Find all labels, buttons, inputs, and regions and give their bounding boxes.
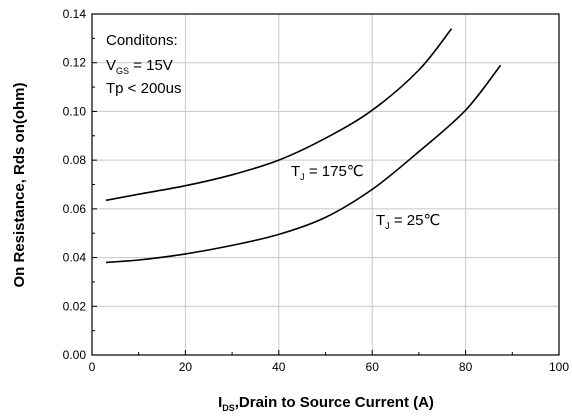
y-tick-label: 0.10 (63, 104, 87, 118)
vgs-rest: = 15V (129, 57, 173, 74)
grid-layer (92, 14, 559, 355)
series-line-1 (105, 64, 502, 264)
series-label-25: TJ = 25℃ (376, 212, 440, 231)
x-axis-title: IDS,Drain to Source Current (A) (218, 394, 434, 413)
conditions-title: Conditons: (106, 32, 178, 49)
x-tick-label: 0 (89, 360, 96, 374)
y-tick-label: 0.06 (63, 202, 87, 216)
series-line-0 (105, 28, 453, 202)
y-axis-title: On Resistance, Rds on(ohm) (11, 82, 28, 287)
tick-layer: 0 20 40 60 80 100 0.00 0.02 0.04 0.06 0.08 0.10 0.12… (63, 7, 570, 374)
x-tick-label: 100 (549, 360, 569, 374)
x-tick-label: 20 (179, 360, 193, 374)
conditions-vgs: VGS = 15V (106, 57, 173, 76)
y-tick-label: 0.00 (63, 348, 87, 362)
y-tick-label: 0.12 (63, 56, 87, 70)
y-tick-label: 0.08 (63, 153, 87, 167)
y-tick-label: 0.04 (63, 251, 87, 265)
x-tick-label: 60 (366, 360, 380, 374)
y-tick-label: 0.02 (63, 299, 87, 313)
x-tick-label: 40 (272, 360, 286, 374)
vgs-main: V (106, 57, 116, 74)
vgs-sub: GS (116, 66, 129, 76)
x-tick-label: 80 (459, 360, 473, 374)
series-label-175: TJ = 175℃ (291, 163, 364, 182)
series-layer (105, 28, 502, 264)
y-tick-label: 0.14 (63, 7, 87, 21)
conditions-tp: Tp < 200us (106, 80, 181, 97)
